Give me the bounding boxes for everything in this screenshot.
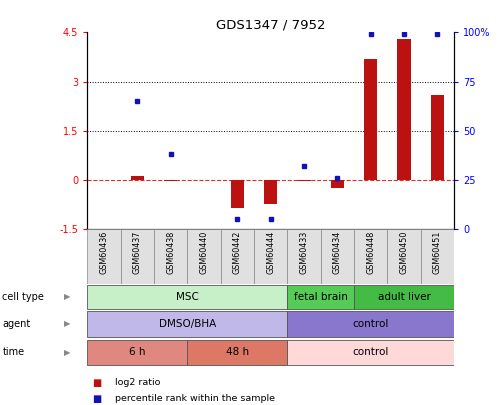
Text: GSM60448: GSM60448 <box>366 230 375 274</box>
Text: GSM60440: GSM60440 <box>200 230 209 274</box>
Bar <box>421 229 454 284</box>
Bar <box>187 229 221 284</box>
Text: GSM60451: GSM60451 <box>433 230 442 274</box>
Bar <box>87 339 187 365</box>
Text: GSM60436: GSM60436 <box>99 230 108 274</box>
Text: ■: ■ <box>92 378 102 388</box>
Text: control: control <box>353 347 389 357</box>
Bar <box>364 59 377 180</box>
Text: MSC: MSC <box>176 292 199 302</box>
Bar <box>297 180 311 181</box>
Text: GSM60442: GSM60442 <box>233 230 242 274</box>
Text: percentile rank within the sample: percentile rank within the sample <box>115 394 275 403</box>
Bar <box>121 229 154 284</box>
Bar <box>331 180 344 188</box>
Bar <box>87 285 287 309</box>
Text: DMSO/BHA: DMSO/BHA <box>159 319 216 329</box>
Text: ■: ■ <box>92 394 102 404</box>
Bar <box>431 95 444 180</box>
Bar <box>221 229 254 284</box>
Bar <box>287 285 354 309</box>
Bar <box>87 229 121 284</box>
Bar <box>287 311 454 337</box>
Bar <box>164 180 177 181</box>
Bar <box>231 180 244 207</box>
Bar <box>287 339 454 365</box>
Bar <box>131 176 144 180</box>
Bar <box>287 229 321 284</box>
Bar <box>321 229 354 284</box>
Text: time: time <box>2 347 24 357</box>
Bar <box>397 39 411 180</box>
Bar <box>187 339 287 365</box>
Bar <box>254 229 287 284</box>
Bar <box>354 229 387 284</box>
Text: GSM60437: GSM60437 <box>133 230 142 274</box>
Text: 48 h: 48 h <box>226 347 249 357</box>
Text: 6 h: 6 h <box>129 347 146 357</box>
Text: ▶: ▶ <box>64 348 71 357</box>
Bar <box>354 285 454 309</box>
Text: GSM60433: GSM60433 <box>299 230 308 274</box>
Bar <box>387 229 421 284</box>
Bar <box>264 180 277 204</box>
Bar <box>87 311 287 337</box>
Text: adult liver: adult liver <box>378 292 431 302</box>
Text: fetal brain: fetal brain <box>294 292 348 302</box>
Title: GDS1347 / 7952: GDS1347 / 7952 <box>216 18 325 31</box>
Text: GSM60444: GSM60444 <box>266 230 275 274</box>
Text: log2 ratio: log2 ratio <box>115 378 160 387</box>
Text: control: control <box>353 319 389 329</box>
Text: ▶: ▶ <box>64 292 71 301</box>
Text: GSM60438: GSM60438 <box>166 230 175 274</box>
Text: cell type: cell type <box>2 292 44 302</box>
Text: agent: agent <box>2 319 31 329</box>
Text: ▶: ▶ <box>64 320 71 328</box>
Bar <box>154 229 187 284</box>
Text: GSM60434: GSM60434 <box>333 230 342 274</box>
Text: GSM60450: GSM60450 <box>400 230 409 274</box>
